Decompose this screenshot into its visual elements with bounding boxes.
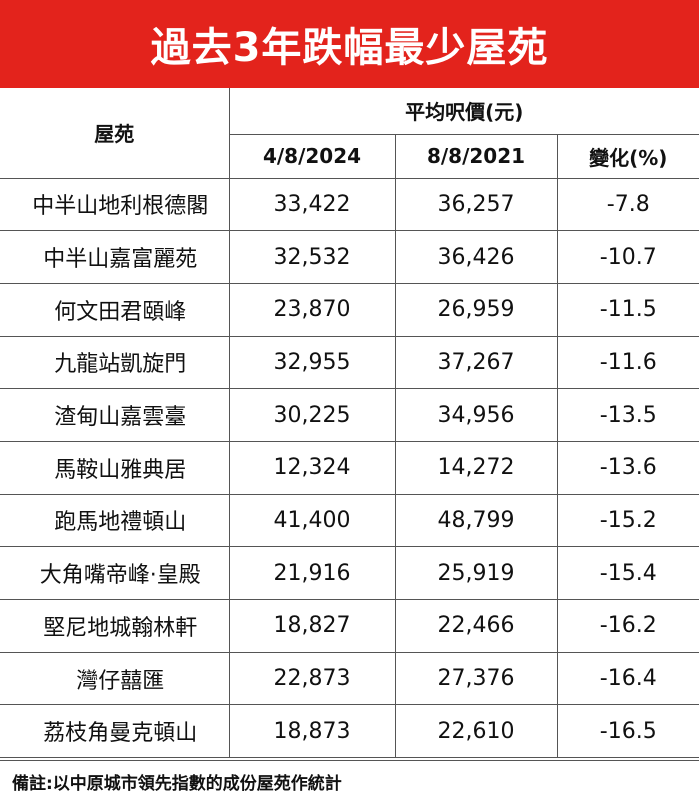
- table-row: 中半山嘉富麗苑 32,532 36,426 -10.7: [0, 230, 699, 284]
- price-2024-cell: 32,955: [228, 335, 396, 390]
- header-avg-price: 平均呎價(元): [228, 88, 699, 135]
- price-2024-cell: 32,532: [228, 230, 396, 284]
- price-2024-cell: 23,870: [228, 282, 396, 337]
- table-row: 九龍站凱旋門 32,955 37,267 -11.6: [0, 335, 699, 390]
- table-row: 中半山地利根德閣 33,422 36,257 -7.8: [0, 177, 699, 232]
- price-2024-cell: 12,324: [228, 440, 396, 495]
- estate-name-cell: 中半山地利根德閣: [0, 177, 230, 232]
- footnote: 備註:以中原城市領先指數的成份屋苑作統計: [0, 760, 699, 802]
- estate-name-cell: 馬鞍山雅典居: [0, 440, 230, 495]
- change-cell: -11.6: [556, 335, 699, 390]
- page-title: 過去3年跌幅最少屋苑: [0, 0, 699, 88]
- change-cell: -13.5: [556, 388, 699, 442]
- header-change: 變化(%): [556, 133, 699, 179]
- header-date-2021: 8/8/2021: [394, 133, 558, 179]
- change-cell: -10.7: [556, 230, 699, 284]
- price-2024-cell: 33,422: [228, 177, 396, 232]
- price-2021-cell: 25,919: [394, 546, 558, 600]
- change-cell: -11.5: [556, 282, 699, 337]
- price-2021-cell: 36,426: [394, 230, 558, 284]
- price-2024-cell: 22,873: [228, 651, 396, 706]
- change-cell: -16.5: [556, 704, 699, 759]
- price-2021-cell: 37,267: [394, 335, 558, 390]
- change-cell: -7.8: [556, 177, 699, 232]
- table-row: 灣仔囍匯 22,873 27,376 -16.4: [0, 651, 699, 706]
- header-date-2024: 4/8/2024: [229, 133, 396, 179]
- header-estate: 屋苑: [0, 88, 230, 179]
- price-2021-cell: 48,799: [394, 493, 558, 548]
- estate-name-cell: 何文田君頤峰: [0, 282, 230, 337]
- estate-name-cell: 堅尼地城翰林軒: [0, 599, 230, 653]
- price-table: 屋苑 平均呎價(元) 4/8/2024 8/8/2021 變化(%) 中半山地利…: [0, 88, 699, 759]
- price-2024-cell: 18,827: [228, 599, 396, 653]
- table-row: 荔枝角曼克頓山 18,873 22,610 -16.5: [0, 704, 699, 759]
- estate-name-cell: 大角嘴帝峰·皇殿: [0, 546, 230, 600]
- change-cell: -16.4: [556, 651, 699, 706]
- price-2021-cell: 27,376: [394, 651, 558, 706]
- change-cell: -15.2: [556, 493, 699, 548]
- table-row: 大角嘴帝峰·皇殿 21,916 25,919 -15.4: [0, 546, 699, 600]
- change-cell: -13.6: [556, 440, 699, 495]
- change-cell: -15.4: [556, 546, 699, 600]
- table-row: 跑馬地禮頓山 41,400 48,799 -15.2: [0, 493, 699, 548]
- price-2024-cell: 30,225: [228, 388, 396, 442]
- estate-name-cell: 荔枝角曼克頓山: [0, 704, 230, 759]
- table-row: 堅尼地城翰林軒 18,827 22,466 -16.2: [0, 599, 699, 653]
- price-2021-cell: 14,272: [394, 440, 558, 495]
- price-2021-cell: 34,956: [394, 388, 558, 442]
- price-2021-cell: 36,257: [394, 177, 558, 232]
- estate-name-cell: 跑馬地禮頓山: [0, 493, 230, 548]
- price-2021-cell: 26,959: [394, 282, 558, 337]
- price-2021-cell: 22,466: [394, 599, 558, 653]
- estate-name-cell: 中半山嘉富麗苑: [0, 230, 230, 284]
- table-row: 馬鞍山雅典居 12,324 14,272 -13.6: [0, 440, 699, 495]
- price-2021-cell: 22,610: [394, 704, 558, 759]
- price-2024-cell: 18,873: [228, 704, 396, 759]
- estate-name-cell: 九龍站凱旋門: [0, 335, 230, 390]
- change-cell: -16.2: [556, 599, 699, 653]
- estate-name-cell: 灣仔囍匯: [0, 651, 230, 706]
- table-row: 何文田君頤峰 23,870 26,959 -11.5: [0, 282, 699, 337]
- table-body: 中半山地利根德閣 33,422 36,257 -7.8 中半山嘉富麗苑 32,532 36,…: [0, 177, 699, 759]
- price-2024-cell: 21,916: [228, 546, 396, 600]
- table-row: 渣甸山嘉雲臺 30,225 34,956 -13.5: [0, 388, 699, 442]
- estate-name-cell: 渣甸山嘉雲臺: [0, 388, 230, 442]
- price-2024-cell: 41,400: [228, 493, 396, 548]
